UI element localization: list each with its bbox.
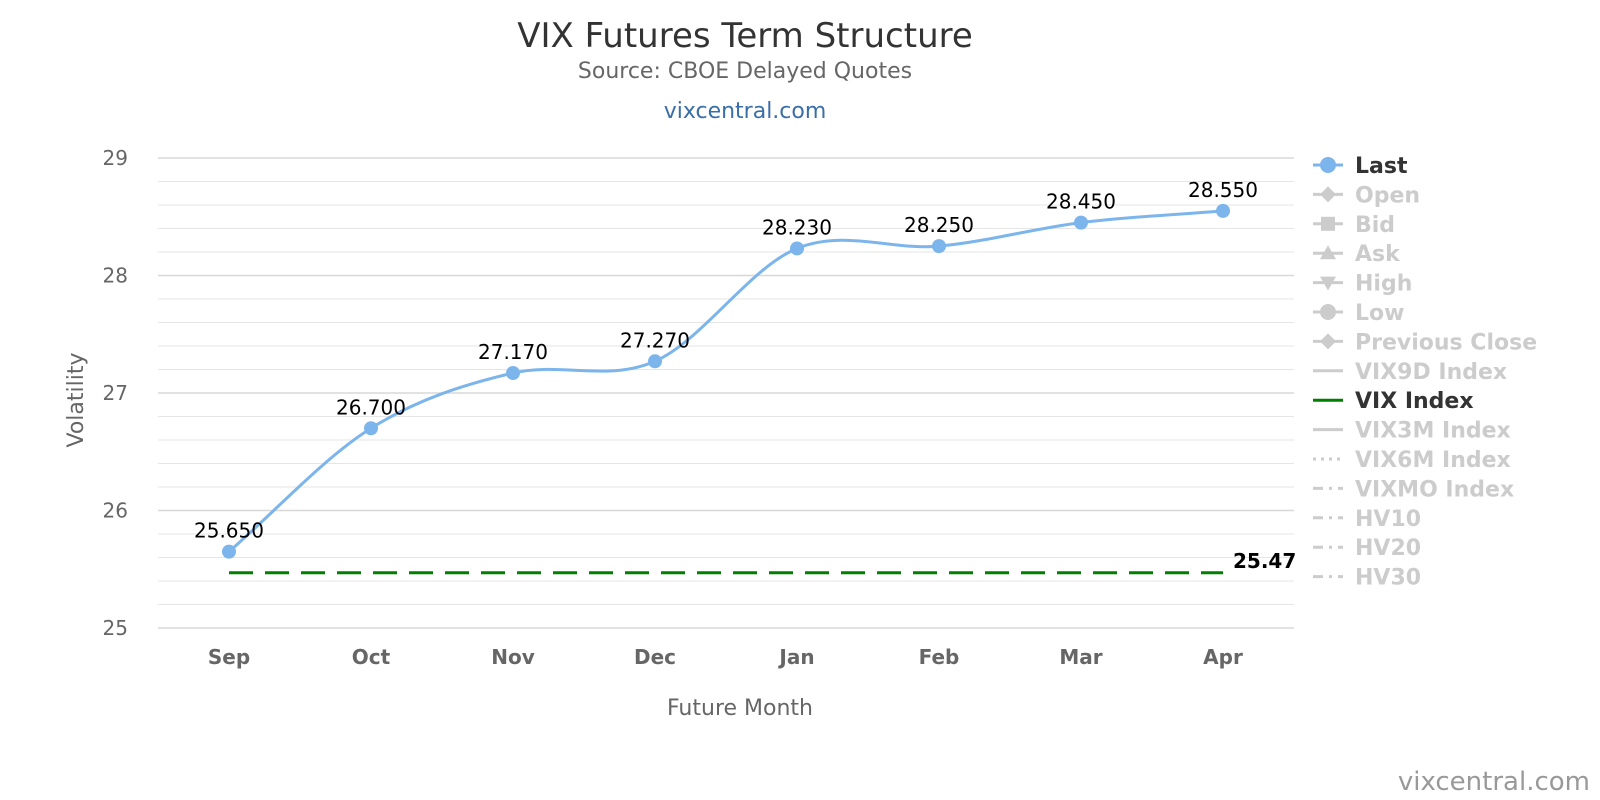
vix-index-series: 25.47	[229, 549, 1296, 575]
y-axis-ticks: 25 26 27 28 29	[103, 146, 128, 640]
x-tick-label: Dec	[634, 645, 676, 669]
last-data-point[interactable]	[1216, 203, 1230, 218]
legend-label: Previous Close	[1355, 330, 1537, 355]
triangle-down-marker-icon	[1320, 276, 1336, 291]
data-label: 27.270	[620, 328, 690, 352]
legend-label: VIXMO Index	[1355, 477, 1514, 502]
last-series-line	[228, 209, 1224, 553]
y-tick-label: 28	[103, 264, 128, 288]
legend-item[interactable]: VIX6M Index	[1313, 448, 1511, 473]
legend-item[interactable]: HV20	[1313, 536, 1421, 561]
y-tick-label: 27	[103, 381, 128, 405]
legend-item[interactable]: VIXMO Index	[1313, 477, 1514, 502]
y-axis-title: Volatility	[64, 352, 89, 447]
square-marker-icon	[1321, 216, 1335, 231]
x-tick-label: Apr	[1203, 645, 1243, 669]
x-axis-ticks: Sep Oct Nov Dec Jan Feb Mar Apr	[208, 645, 1243, 669]
data-label: 28.250	[904, 213, 974, 237]
last-series	[222, 203, 1230, 559]
y-tick-label: 26	[103, 499, 128, 523]
legend-item[interactable]: Previous Close	[1313, 330, 1537, 355]
legend-item[interactable]: Open	[1313, 183, 1420, 208]
y-tick-label: 29	[103, 146, 128, 170]
legend-item[interactable]: High	[1313, 272, 1412, 297]
x-tick-label: Feb	[919, 645, 960, 669]
legend-label: Ask	[1355, 242, 1401, 267]
triangle-marker-icon	[1320, 245, 1336, 260]
credit-text[interactable]: vixcentral.com	[1398, 767, 1590, 797]
site-link[interactable]: vixcentral.com	[664, 99, 827, 124]
grid	[158, 157, 1294, 629]
diamond-marker-icon	[1320, 333, 1336, 350]
x-tick-label: Mar	[1059, 645, 1102, 669]
legend-label: Last	[1355, 154, 1408, 179]
legend-item[interactable]: HV10	[1313, 507, 1421, 532]
last-data-point[interactable]	[648, 354, 662, 369]
data-label: 28.450	[1046, 190, 1116, 214]
legend-label: High	[1355, 272, 1412, 297]
x-tick-label: Nov	[491, 645, 535, 669]
legend-label: Open	[1355, 183, 1420, 208]
legend-label: VIX9D Index	[1355, 360, 1507, 385]
legend-label: VIX6M Index	[1355, 448, 1511, 473]
diamond-marker-icon	[1320, 186, 1336, 203]
data-label: 25.650	[194, 519, 264, 543]
data-labels: 25.650 26.700 27.170 27.270 28.230 28.250 28.4…	[194, 178, 1258, 543]
chart-subtitle: Source: CBOE Delayed Quotes	[578, 59, 912, 84]
legend-item[interactable]: VIX Index	[1313, 389, 1474, 414]
y-tick-label: 25	[103, 616, 128, 640]
legend-item[interactable]: VIX3M Index	[1313, 419, 1511, 444]
legend-item[interactable]: Ask	[1313, 242, 1401, 267]
legend-label: HV30	[1355, 566, 1421, 591]
x-tick-label: Jan	[777, 645, 814, 669]
last-data-point[interactable]	[932, 239, 946, 254]
data-label: 26.700	[336, 395, 406, 419]
legend-item[interactable]: Last	[1313, 154, 1408, 179]
legend-label: VIX3M Index	[1355, 419, 1511, 444]
legend-item[interactable]: VIX9D Index	[1313, 360, 1507, 385]
last-data-point[interactable]	[506, 366, 520, 381]
last-data-point[interactable]	[790, 241, 804, 256]
chart-title: VIX Futures Term Structure	[517, 16, 973, 56]
legend-item[interactable]: Bid	[1313, 213, 1395, 238]
data-label: 28.550	[1188, 178, 1258, 202]
legend-label: VIX Index	[1355, 389, 1474, 414]
x-tick-label: Sep	[208, 645, 250, 669]
circle-marker-icon	[1320, 157, 1336, 173]
vix-index-value-label: 25.47	[1233, 549, 1296, 573]
legend-label: HV20	[1355, 536, 1421, 561]
last-data-point[interactable]	[222, 544, 236, 559]
legend-item[interactable]: Low	[1313, 301, 1404, 326]
legend: Last Open Bid Ask High Low Previous Close VIX9D…	[1313, 154, 1537, 591]
circle-marker-icon	[1320, 304, 1336, 320]
data-label: 27.170	[478, 340, 548, 364]
x-axis-title: Future Month	[667, 696, 813, 721]
last-data-point[interactable]	[364, 421, 378, 436]
x-tick-label: Oct	[352, 645, 391, 669]
legend-label: Low	[1355, 301, 1404, 326]
last-data-point[interactable]	[1074, 215, 1088, 230]
legend-item[interactable]: HV30	[1313, 566, 1421, 591]
legend-label: Bid	[1355, 213, 1395, 238]
data-label: 28.230	[762, 215, 832, 239]
legend-label: HV10	[1355, 507, 1421, 532]
